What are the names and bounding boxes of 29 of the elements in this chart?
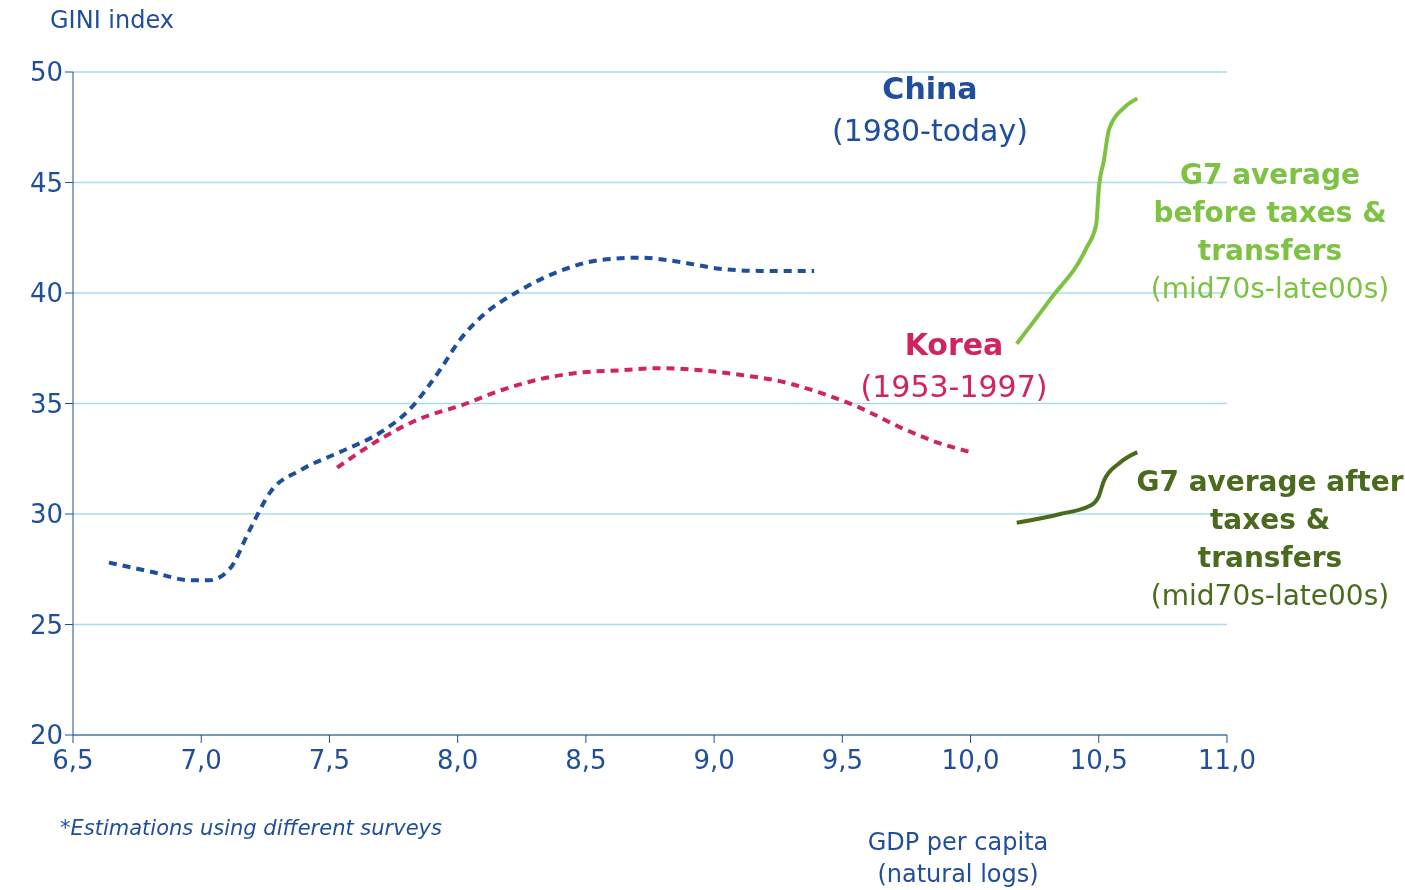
annotation: (1953-1997) [859,368,1049,406]
y-axis-title: GINI index [50,6,174,34]
line-series [1014,450,1140,525]
line-series [106,255,817,583]
annotation: (mid70s-late00s) [1149,578,1391,614]
x-tick-label: 8,0 [436,745,479,776]
y-tick-label: 25 [29,609,63,640]
x-tick-label: 6,5 [52,745,94,776]
y-tick-label: 40 [29,278,63,309]
x-tick-label: 9,5 [821,745,864,776]
x-tick-label: 11,0 [1198,745,1256,776]
x-tick-label: 7,5 [308,745,351,776]
y-tick-label: 50 [29,57,63,88]
x-tick-label: 8,5 [565,745,607,776]
text: Korea [903,326,1005,364]
y-tick-label: 30 [29,499,63,530]
x-tick-label: 7,0 [180,745,222,776]
x-tick-label: 10,5 [1069,745,1128,776]
series-label: G7 average before taxes & transfers [1152,157,1388,269]
y-tick-label: 45 [29,167,63,198]
annotation: (mid70s-late00s) [1149,271,1391,307]
text: China [881,70,979,108]
y-tick-label: 35 [29,388,63,419]
annotation: (1980-today) [831,112,1029,150]
x-tick-label: 10,0 [941,745,1000,776]
x-tick-label: 9,0 [693,745,735,776]
x-axis-title: GDP per capita (natural logs) [866,827,1050,890]
series-label: G7 average after taxes & transfers [1135,464,1405,576]
text: *Estimations using different surveys [60,816,442,840]
